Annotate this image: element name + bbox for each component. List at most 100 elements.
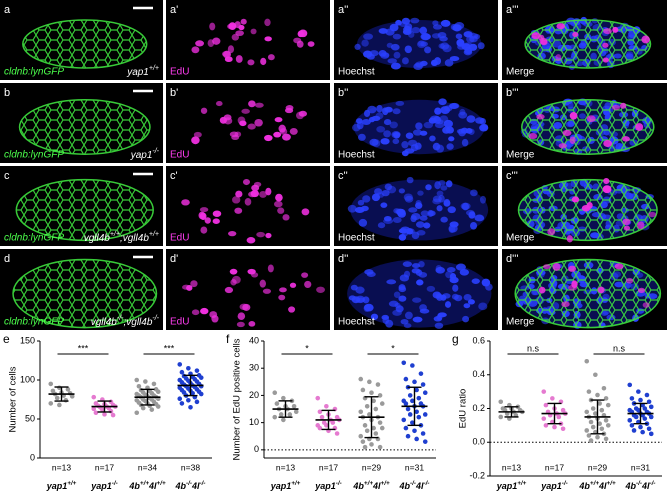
y-tick-label: 0: [30, 452, 35, 462]
edu-nucleus: [228, 22, 237, 31]
nucleus: [401, 141, 409, 149]
text-segment: 4l: [415, 481, 424, 491]
edu-nucleus: [224, 286, 234, 294]
edu-nucleus: [209, 311, 218, 318]
n-label: n=17: [95, 462, 114, 472]
nucleus: [429, 135, 436, 142]
nucleus: [355, 286, 365, 294]
data-dot: [190, 390, 195, 396]
nucleus: [452, 284, 459, 292]
text-segment: yap1: [130, 150, 153, 161]
edu-nucleus: [212, 218, 220, 224]
n-label: n=17: [319, 462, 338, 472]
nucleus: [440, 185, 448, 191]
data-dot: [401, 417, 407, 423]
nucleus: [455, 33, 463, 40]
data-dot: [631, 428, 637, 433]
data-dot: [287, 412, 293, 417]
text-segment: +/+: [149, 231, 159, 238]
data-dot: [498, 399, 504, 405]
data-dot: [599, 426, 605, 432]
n-label: n=34: [138, 462, 157, 472]
edu-nucleus: [568, 265, 577, 272]
edu-nucleus: [246, 236, 256, 244]
nucleus: [436, 119, 444, 125]
edu-nucleus: [298, 110, 308, 117]
nucleus: [436, 190, 444, 197]
data-dot: [198, 391, 204, 397]
edu-nucleus: [648, 211, 657, 218]
nucleus: [434, 107, 442, 115]
edu-nucleus: [228, 231, 237, 237]
nucleus: [449, 56, 460, 62]
edu-nucleus: [191, 46, 200, 54]
nucleus: [362, 195, 371, 203]
edu-nucleus: [278, 294, 286, 301]
y-axis-label: EdU ratio: [458, 389, 469, 429]
text-segment: +/+: [67, 480, 76, 487]
edu-nucleus: [288, 306, 296, 313]
text-segment: yap1: [90, 481, 112, 491]
data-dot: [588, 438, 594, 443]
data-dot: [595, 434, 600, 440]
nucleus: [401, 229, 409, 237]
n-label: n=13: [276, 462, 295, 472]
data-dot: [560, 426, 566, 432]
edu-nucleus: [602, 57, 609, 63]
data-dot: [543, 423, 549, 428]
nucleus: [432, 198, 442, 205]
edu-nucleus: [603, 140, 613, 148]
nucleus: [440, 42, 450, 50]
channel-label: EdU: [170, 150, 189, 161]
x-tick-label: yap1+/+: [496, 480, 527, 491]
x-tick-label: yap1+/+: [46, 480, 77, 491]
data-dot: [410, 363, 415, 368]
y-tick-label: 150: [20, 335, 35, 345]
data-dot: [194, 368, 200, 373]
edu-nucleus: [247, 123, 256, 130]
edu-nucleus: [235, 30, 244, 37]
nucleus: [363, 304, 371, 312]
nucleus: [434, 322, 444, 329]
data-dot: [179, 401, 185, 406]
nucleus: [386, 42, 393, 48]
nucleus: [380, 52, 390, 59]
edu-nucleus: [260, 57, 267, 66]
nucleus: [418, 272, 428, 278]
nucleus: [448, 103, 459, 110]
data-dot: [560, 407, 566, 413]
nucleus: [443, 199, 451, 207]
edu-nucleus: [204, 217, 211, 224]
data-dot: [377, 393, 383, 398]
nucleus: [402, 29, 412, 36]
edu-nucleus: [571, 280, 578, 288]
cell-membranes: [12, 258, 158, 329]
significance-label: *: [305, 343, 309, 353]
nucleus: [385, 319, 394, 328]
edu-nucleus: [543, 264, 551, 270]
data-dot: [155, 404, 161, 409]
nucleus: [398, 295, 407, 302]
data-dot: [186, 397, 191, 403]
data-dot: [648, 414, 654, 420]
edu-nucleus: [227, 45, 235, 54]
edu-nucleus: [248, 321, 256, 327]
cell-membranes: [18, 99, 151, 155]
edu-nucleus: [274, 117, 283, 123]
y-tick-label: 30: [249, 363, 259, 373]
edu-nucleus: [200, 226, 208, 234]
nucleus: [446, 143, 454, 150]
text-segment: yap1: [314, 481, 336, 491]
nucleus: [425, 184, 432, 191]
data-dot: [375, 382, 381, 387]
data-dot: [414, 387, 419, 393]
n-label: n=13: [502, 462, 521, 472]
edu-nucleus: [569, 111, 578, 120]
image-panel: [166, 249, 330, 330]
y-tick-label: 50: [25, 413, 35, 423]
n-label: n=38: [181, 462, 200, 472]
edu-nucleus: [242, 178, 251, 186]
y-tick-label: 0: [254, 444, 259, 454]
data-dot: [177, 396, 183, 402]
